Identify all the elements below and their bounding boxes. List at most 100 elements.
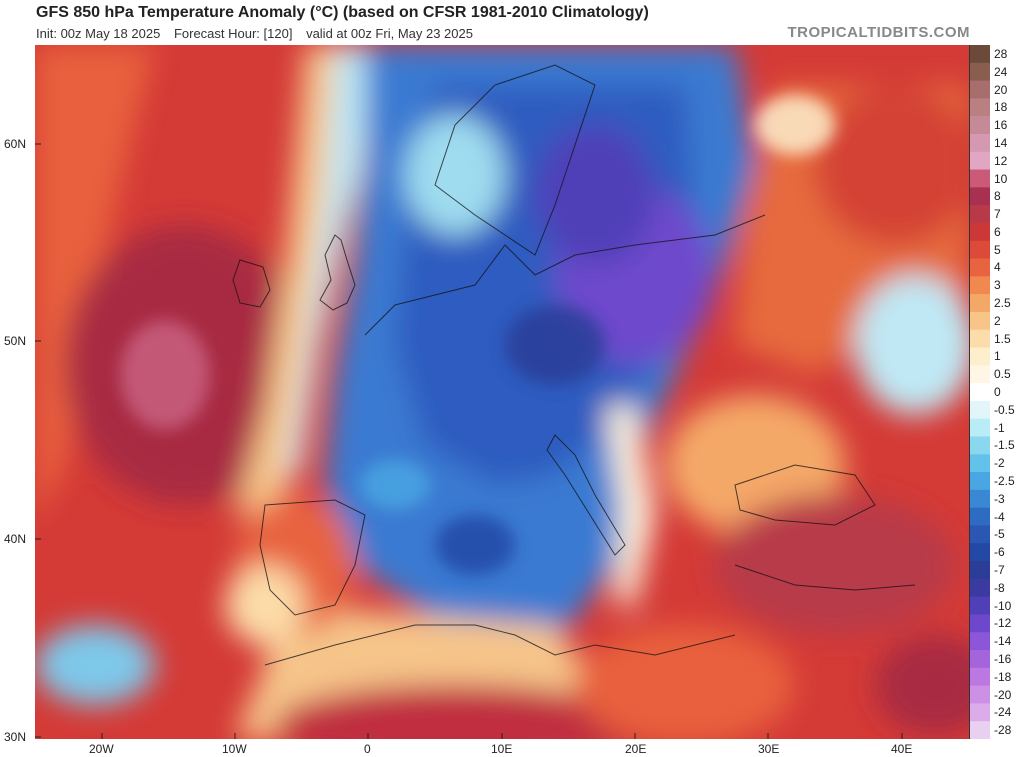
- x-tick-label: 20E: [625, 742, 647, 756]
- colorbar-label: 3: [994, 278, 1001, 293]
- colorbar-label: -10: [994, 598, 1012, 613]
- chart-title: GFS 850 hPa Temperature Anomaly (°C) (ba…: [36, 4, 649, 21]
- colorbar-label: 0: [994, 385, 1001, 399]
- y-tick-label: 60N: [4, 137, 27, 151]
- colorbar-label: 5: [994, 242, 1001, 257]
- colorbar-swatch: [970, 418, 990, 437]
- x-tick-label: 10W: [222, 742, 247, 756]
- colorbar-label: 2.5: [994, 296, 1011, 310]
- colorbar-swatch: [970, 525, 990, 544]
- colorbar-swatch: [970, 650, 990, 669]
- coastlines: [232, 64, 916, 666]
- colorbar-swatch: [970, 454, 990, 473]
- colorbar-swatch: [970, 294, 990, 313]
- colorbar-swatch: [970, 667, 990, 687]
- valid-time: valid at 00z Fri, May 23 2025: [306, 26, 473, 41]
- colorbar-label: -8: [994, 580, 1005, 595]
- colorbar-label: -6: [994, 545, 1005, 560]
- colorbar-swatch: [970, 703, 990, 722]
- colorbar-label: -16: [994, 651, 1012, 666]
- colorbar-swatch: [970, 169, 990, 188]
- colorbar-label: -14: [994, 634, 1012, 649]
- colorbar-label: -4: [994, 509, 1005, 524]
- anomaly-map-svg: [35, 45, 969, 739]
- colorbar-label: 2: [994, 313, 1001, 328]
- colorbar-label: -3: [994, 491, 1005, 506]
- colorbar-swatch: [970, 240, 990, 260]
- anomaly-map: [35, 45, 970, 739]
- colorbar-swatch: [970, 632, 990, 651]
- anomaly-detail: [120, 95, 835, 575]
- colorbar-label: 24: [994, 64, 1008, 79]
- colorbar-label: 12: [994, 153, 1008, 168]
- x-tick-label: 40E: [891, 742, 913, 756]
- colorbar-swatch: [970, 187, 990, 206]
- init-time: Init: 00z May 18 2025: [36, 26, 161, 41]
- axis-ticks: [35, 143, 903, 739]
- colorbar-swatch: [970, 721, 990, 739]
- colorbar-label: -7: [994, 562, 1005, 577]
- colorbar-swatch: [970, 383, 990, 402]
- colorbar-swatch: [970, 507, 990, 526]
- colorbar-swatch: [970, 596, 990, 615]
- colorbar-label: 28: [994, 46, 1008, 61]
- colorbar-svg: [970, 45, 990, 739]
- colorbar-swatch: [970, 98, 990, 117]
- colorbar-label: -2.5: [994, 474, 1015, 488]
- y-tick-label: 40N: [4, 532, 27, 546]
- x-tick-label: 20W: [89, 742, 114, 756]
- colorbar-label: -1.5: [994, 438, 1015, 453]
- y-tick-label: 50N: [4, 334, 27, 348]
- colorbar-label: 1: [994, 349, 1001, 364]
- colorbar-label: 8: [994, 189, 1001, 204]
- colorbar-swatch: [970, 62, 990, 82]
- colorbar-label: 18: [994, 100, 1008, 115]
- colorbar-swatch: [970, 151, 990, 171]
- colorbar-label: -1: [994, 420, 1005, 435]
- colorbar-label: -12: [994, 616, 1012, 631]
- x-tick-label: 30E: [758, 742, 780, 756]
- colorbar-label: -20: [994, 687, 1012, 702]
- colorbar-swatch: [970, 400, 990, 420]
- colorbar-swatch: [970, 80, 990, 99]
- colorbar-label: -5: [994, 527, 1005, 542]
- colorbar-swatch: [970, 276, 990, 295]
- colorbar-label: 6: [994, 224, 1001, 239]
- colorbar-swatch: [970, 222, 990, 242]
- x-tick-label: 0: [364, 742, 371, 756]
- colorbar-label: 1.5: [994, 331, 1011, 346]
- colorbar-swatch: [970, 685, 990, 704]
- site-credit: TROPICALTIDBITS.COM: [787, 24, 970, 41]
- colorbar-swatch: [970, 258, 990, 277]
- colorbar-swatch: [970, 311, 990, 331]
- colorbar-swatch: [970, 614, 990, 633]
- colorbar-label: 0.5: [994, 367, 1011, 382]
- colorbar-swatch: [970, 329, 990, 349]
- colorbar-swatch: [970, 45, 990, 64]
- colorbar-swatch: [970, 543, 990, 562]
- x-tick-label: 10E: [491, 742, 513, 756]
- colorbar-swatch: [970, 561, 990, 580]
- colorbar-label: -0.5: [994, 402, 1015, 417]
- chart-subtitle: Init: 00z May 18 2025 Forecast Hour: [12…: [36, 26, 483, 41]
- colorbar-swatch: [970, 578, 990, 598]
- colorbar-swatch: [970, 347, 990, 366]
- colorbar-label: -2: [994, 456, 1005, 471]
- colorbar-swatch: [970, 205, 990, 224]
- colorbar-label: 20: [994, 82, 1008, 97]
- colorbar-swatch: [970, 133, 990, 153]
- colorbar-swatch: [970, 436, 990, 455]
- colorbar: [970, 45, 990, 739]
- colorbar-label: 10: [994, 171, 1008, 186]
- colorbar-label: 7: [994, 207, 1001, 222]
- colorbar-swatch: [970, 116, 990, 135]
- colorbar-label: 16: [994, 118, 1008, 133]
- colorbar-label: 14: [994, 135, 1008, 150]
- colorbar-label: -18: [994, 669, 1012, 684]
- colorbar-label: -24: [994, 705, 1012, 720]
- colorbar-swatch: [970, 365, 990, 384]
- colorbar-swatch: [970, 489, 990, 509]
- forecast-hour: Forecast Hour: [120]: [173, 26, 293, 41]
- y-tick-label: 30N: [4, 730, 27, 744]
- colorbar-label: -28: [994, 723, 1012, 738]
